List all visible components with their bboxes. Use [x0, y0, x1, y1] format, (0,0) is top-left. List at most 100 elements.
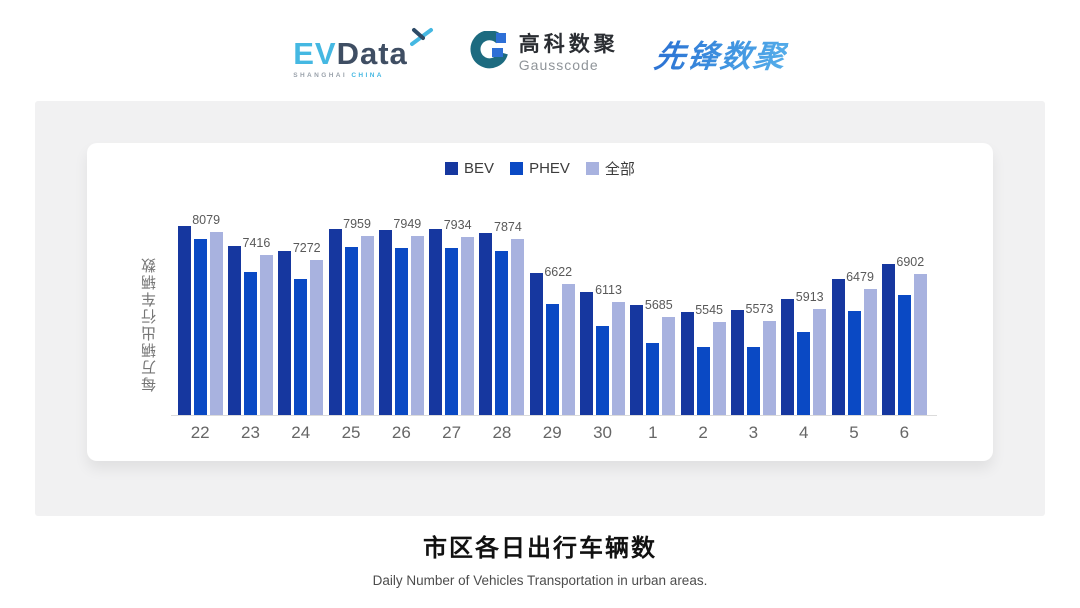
bar-group: 7934 [426, 203, 476, 416]
x-tick-label: 29 [542, 423, 562, 442]
y-axis-label: 每万辆出行车辆数 [141, 256, 158, 392]
bar-group: 6113 [577, 203, 627, 416]
x-tick-label: 27 [442, 423, 462, 442]
legend-item-phev[interactable]: PHEV [510, 160, 570, 177]
bar-value-label: 8079 [192, 212, 221, 227]
legend-swatch-icon [445, 161, 459, 175]
bar-value-label: 5573 [745, 301, 774, 316]
bar-phev[interactable] [193, 239, 207, 416]
bar-value-label: 6479 [846, 269, 874, 284]
bar-value-label: 6622 [544, 264, 573, 279]
bar-value-label: 5913 [795, 289, 824, 304]
bar-bev[interactable] [328, 228, 342, 416]
gausscode-en-text: Gausscode [518, 57, 599, 73]
bar-group: 7949 [376, 203, 426, 416]
bar-all[interactable] [360, 235, 374, 416]
evdata-logo: EV Data SHANGHAI CHINA [293, 27, 434, 80]
x-tick-label: 2 [698, 423, 708, 442]
bar-phev[interactable] [897, 294, 911, 416]
bar-value-label: 7934 [443, 217, 472, 232]
bar-all[interactable] [662, 316, 676, 416]
bar-bev[interactable] [881, 263, 895, 416]
bar-bev[interactable] [630, 304, 644, 416]
bar-group: 7959 [326, 203, 376, 416]
evdata-arrow-icon [409, 27, 434, 53]
bar-group: 5685 [628, 203, 678, 416]
bar-all[interactable] [310, 260, 324, 416]
bar-value-label: 7416 [242, 236, 271, 251]
bar-bev[interactable] [781, 298, 795, 416]
bar-phev[interactable] [445, 248, 459, 416]
bar-group: 5913 [779, 203, 829, 416]
x-tick-label: 30 [593, 423, 612, 442]
bar-all[interactable] [209, 231, 223, 416]
x-tick-label: 3 [748, 423, 759, 442]
evdata-data-text: Data [336, 35, 408, 71]
legend-label: BEV [464, 159, 495, 177]
bar-bev[interactable] [680, 312, 694, 416]
bar-phev[interactable] [746, 346, 760, 416]
bar-phev[interactable] [394, 248, 408, 416]
plot-area: 8079 7416 7272 7959 7949 7934 7874 6622 6113 5685… [175, 203, 930, 416]
xianfeng-logo: 先锋数聚 [652, 31, 790, 76]
bar-value-label: 6113 [595, 282, 622, 297]
bar-phev[interactable] [344, 247, 358, 416]
bar-all[interactable] [913, 273, 927, 416]
bar-bev[interactable] [278, 250, 292, 416]
bar-bev[interactable] [580, 291, 594, 416]
x-tick-label: 1 [648, 423, 658, 442]
bar-phev[interactable] [646, 342, 660, 416]
bar-all[interactable] [410, 236, 424, 416]
x-axis-labels: 22 23 24 25 26 27 28 29 30 1 2 3 4 5 6 [175, 423, 930, 443]
bar-group: 5545 [678, 203, 728, 416]
bar-group: 7416 [225, 203, 275, 416]
bar-all[interactable] [561, 283, 575, 416]
bar-bev[interactable] [529, 273, 543, 416]
bar-bev[interactable] [378, 229, 392, 416]
bar-phev[interactable] [696, 347, 710, 416]
x-tick-label: 25 [341, 423, 361, 442]
footer: 市区各日出行车辆数 Daily Number of Vehicles Trans… [0, 528, 1080, 588]
bar-all[interactable] [461, 236, 475, 416]
bar-phev[interactable] [495, 250, 509, 416]
bar-all[interactable] [511, 238, 525, 416]
bar-group: 8079 [175, 203, 225, 416]
bar-bev[interactable] [831, 278, 845, 416]
evdata-ev-text: EV [293, 35, 337, 71]
legend-item-bev[interactable]: BEV [445, 160, 494, 177]
bar-bev[interactable] [177, 225, 191, 416]
bar-phev[interactable] [545, 304, 559, 416]
gausscode-cn-text: 高科数聚 [518, 33, 619, 56]
bar-group: 6479 [829, 203, 879, 416]
chart-legend: BEV PHEV 全部 [87, 158, 993, 179]
legend-swatch-icon [510, 161, 524, 175]
legend-label: PHEV [529, 159, 570, 177]
bar-phev[interactable] [596, 325, 610, 416]
bar-all[interactable] [762, 320, 776, 416]
bar-all[interactable] [813, 308, 827, 416]
bar-phev[interactable] [847, 310, 861, 416]
x-tick-label: 24 [291, 423, 311, 442]
bar-bev[interactable] [429, 228, 443, 416]
bar-phev[interactable] [797, 332, 811, 416]
legend-item-all[interactable]: 全部 [585, 158, 635, 179]
legend-label: 全部 [604, 160, 635, 178]
bar-bev[interactable] [479, 232, 493, 416]
evdata-subtitle: SHANGHAI CHINA [293, 71, 434, 80]
bar-all[interactable] [863, 288, 877, 416]
page-subtitle: Daily Number of Vehicles Transportation … [372, 573, 708, 588]
bar-value-label: 7272 [292, 241, 321, 256]
bar-value-label: 7949 [393, 217, 422, 232]
bar-value-label: 7959 [343, 216, 371, 231]
bar-all[interactable] [259, 255, 273, 416]
evdata-sub-shanghai: SHANGHAI [293, 71, 348, 79]
chart-panel: BEV PHEV 全部 每万辆出行车辆数 8079 7416 7272 7959 7949 7… [35, 101, 1045, 516]
bar-all[interactable] [612, 301, 626, 416]
bar-bev[interactable] [227, 246, 241, 416]
chart-card: BEV PHEV 全部 每万辆出行车辆数 8079 7416 7272 7959 7949 7… [87, 143, 993, 461]
bar-phev[interactable] [294, 278, 308, 416]
bar-bev[interactable] [730, 310, 744, 416]
page-title: 市区各日出行车辆数 [423, 535, 657, 562]
bar-phev[interactable] [243, 271, 257, 416]
bar-all[interactable] [712, 321, 726, 416]
